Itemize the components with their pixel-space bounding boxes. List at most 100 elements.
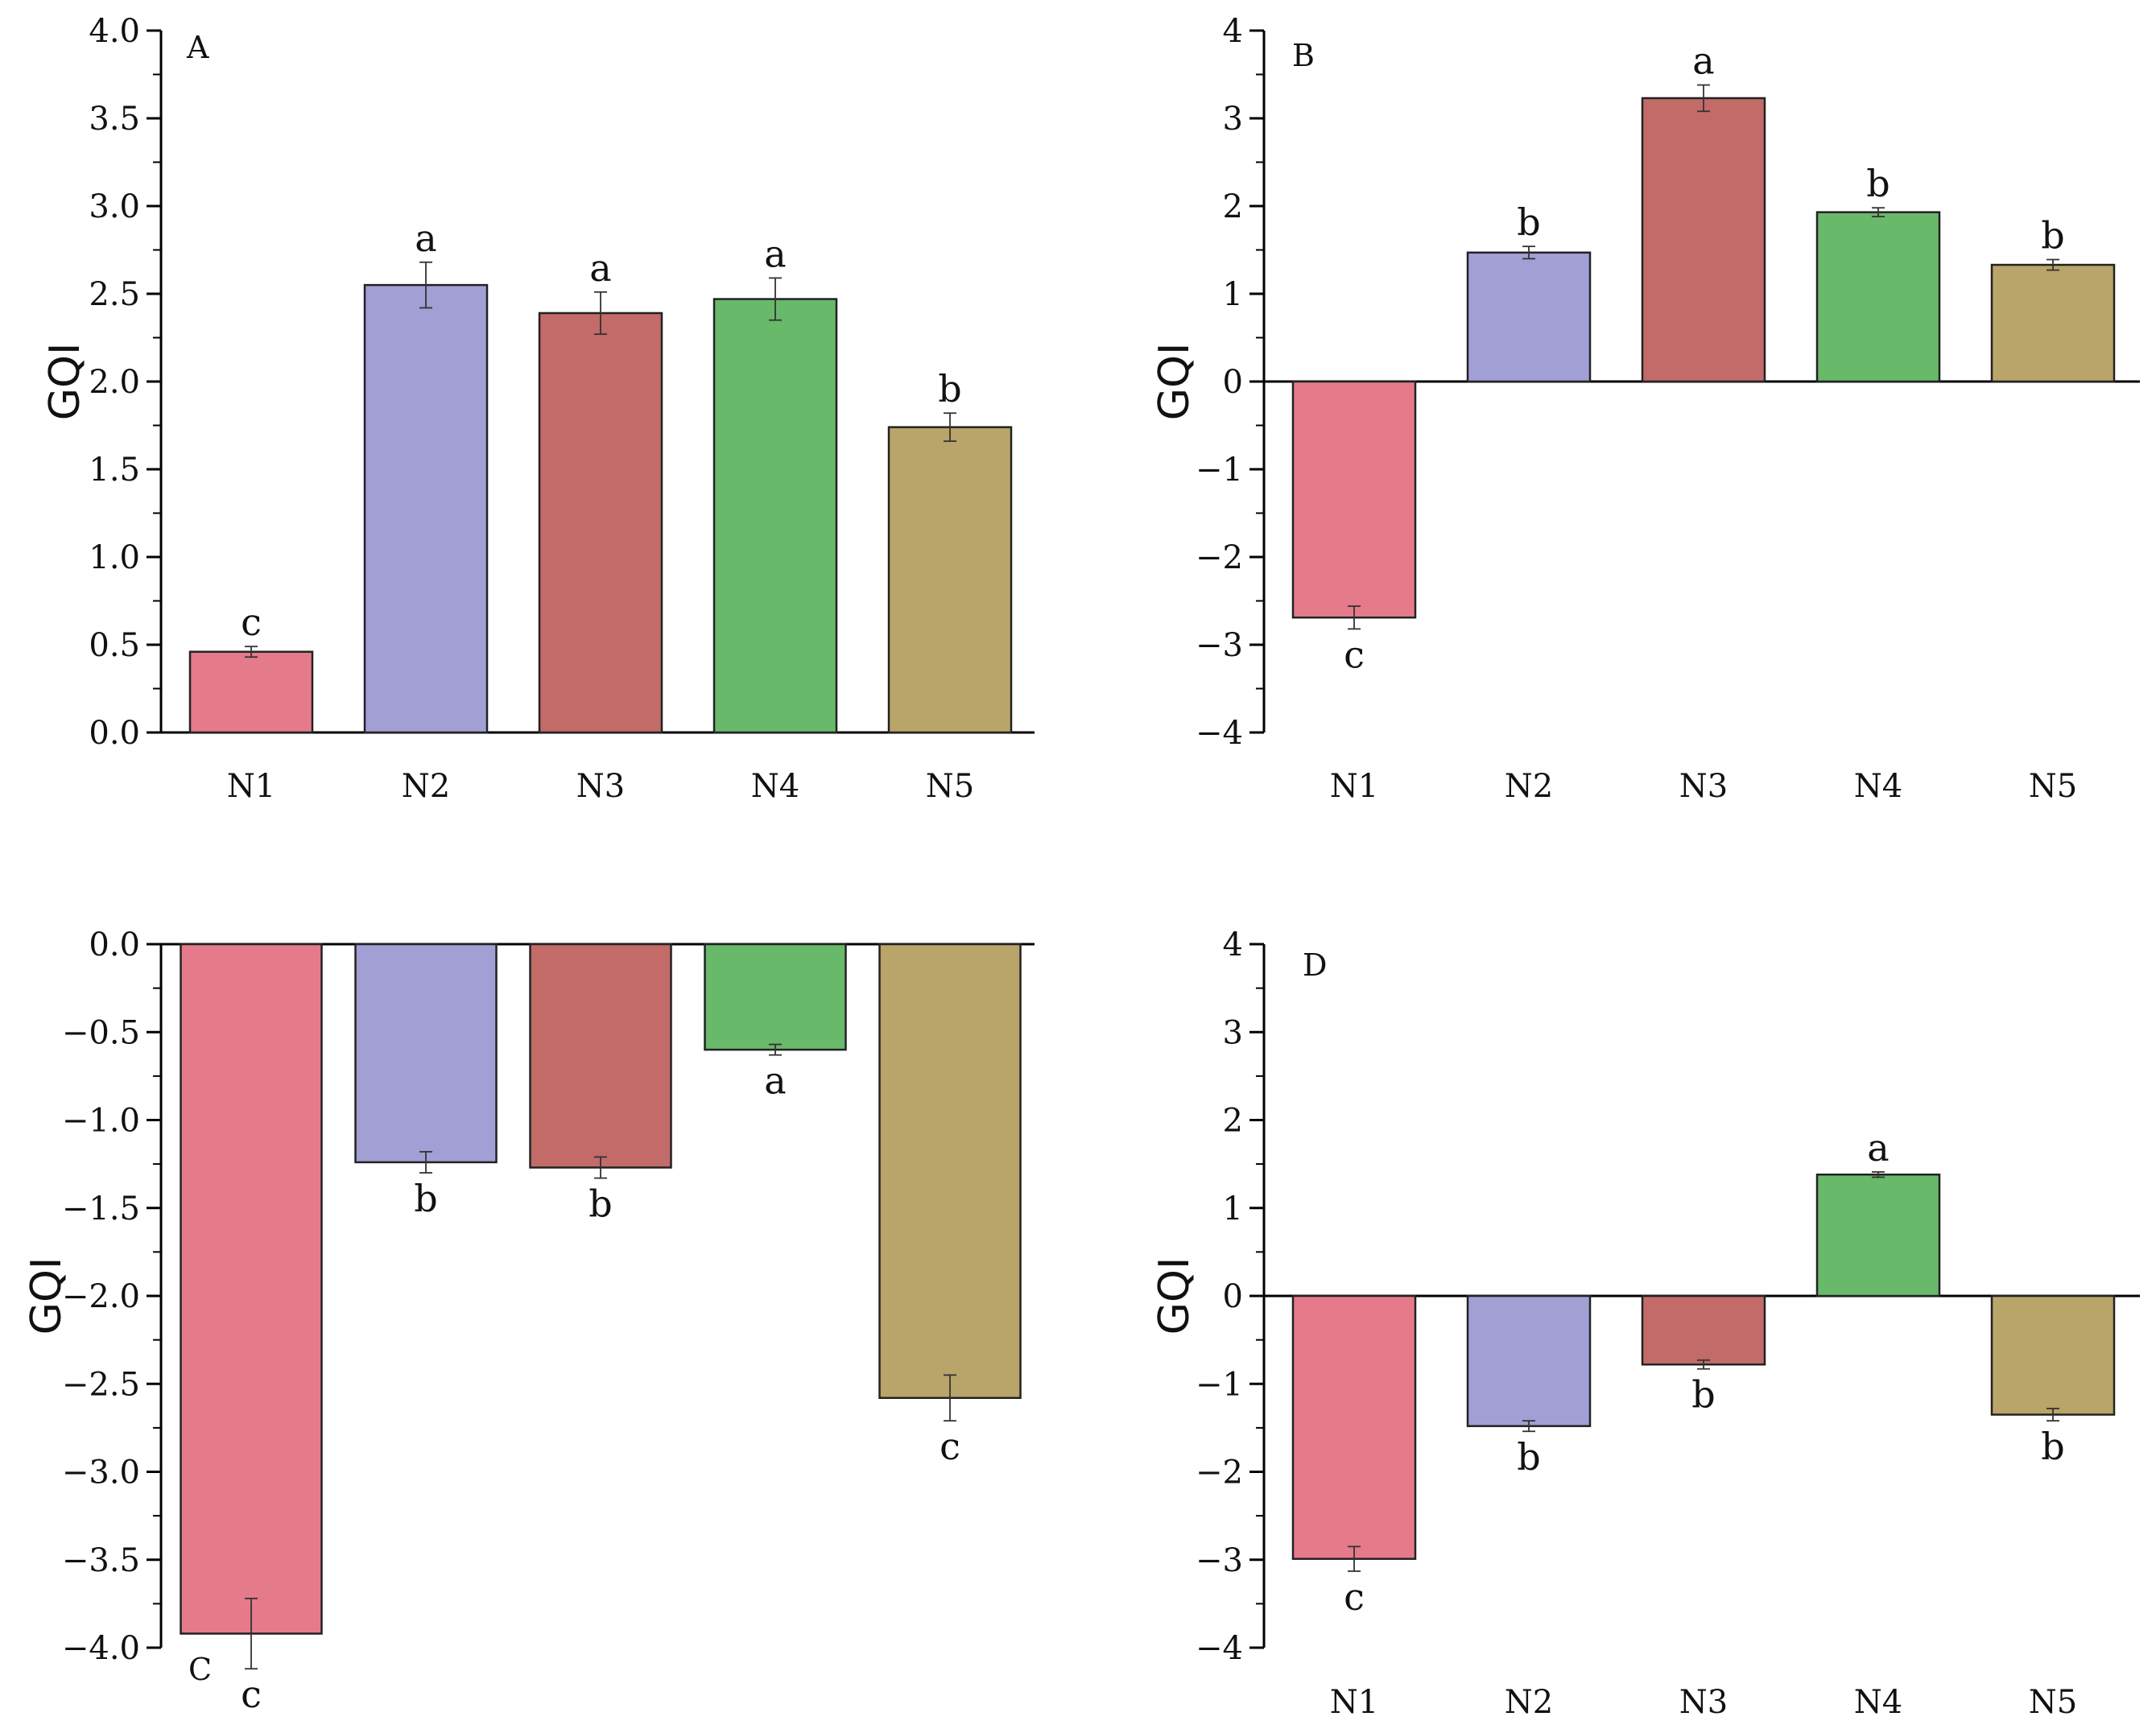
panel-a-x-tick-label-n3: N3 xyxy=(576,768,625,805)
panel-d-x-tick-label-n2: N2 xyxy=(1505,1684,1553,1721)
panel-c: −4.0 −3.5 −3.0 −2.5 −2.0 −1.5 −1.0 −0.5 0.0 GQI Cc… xyxy=(23,926,1035,1716)
panel-d-y-tick-label: 2 xyxy=(1223,1103,1243,1140)
panel-b-bar-n5 xyxy=(1990,263,2116,383)
panel-a-y-tick-label: 4.0 xyxy=(89,13,140,50)
panel-b-significance-n3: a xyxy=(1692,39,1714,83)
panel-a-significance-n4: a xyxy=(764,232,786,275)
panel-b-bar-n3 xyxy=(1641,97,1766,383)
panel-b-x-tick-label-n3: N3 xyxy=(1679,768,1728,805)
panel-c-y-tick-label: −3.5 xyxy=(62,1542,140,1579)
panel-c-y-tick-label: −2.5 xyxy=(62,1366,140,1403)
panel-d-bar-n5 xyxy=(1990,1294,2116,1416)
panel-c-y-tick-label: −4.0 xyxy=(62,1630,140,1667)
panel-d-significance-n4: a xyxy=(1867,1126,1889,1170)
panel-a-significance-n2: a xyxy=(415,217,436,260)
panel-b-y-tick-label: 4 xyxy=(1223,13,1243,50)
panel-a: 0.0 0.5 1.0 1.5 2.0 2.5 3.0 3.5 4.0 GQI Ac N1 a N2 a N3… xyxy=(41,13,1035,805)
panel-d-significance-n1: c xyxy=(1344,1575,1365,1619)
panel-d-x-tick-label-n4: N4 xyxy=(1854,1684,1902,1721)
panel-a-x-tick-label-n2: N2 xyxy=(402,768,450,805)
panel-c-bar-n3 xyxy=(529,943,672,1169)
panel-b-y-tick-label: −3 xyxy=(1196,627,1243,664)
panel-d-y-tick-label: 0 xyxy=(1223,1278,1243,1315)
panel-a-significance-n3: a xyxy=(589,246,611,290)
panel-a-y-tick-label: 0.0 xyxy=(89,715,140,752)
panel-c-significance-n5: c xyxy=(940,1425,960,1468)
panel-d-y-tick-label: 4 xyxy=(1223,926,1243,963)
panel-d-y-tick-label: 1 xyxy=(1223,1190,1243,1228)
panel-b-y-tick-label: 3 xyxy=(1223,101,1243,138)
panel-c-y-tick-label: −3.0 xyxy=(62,1454,140,1492)
panel-b-y-tick-label: −2 xyxy=(1196,539,1243,576)
panel-a-x-tick-label-n5: N5 xyxy=(926,768,974,805)
panel-b-y-axis-label: GQI xyxy=(1150,343,1199,421)
panel-c-y-tick-label: −2.0 xyxy=(62,1278,140,1315)
panel-d: −4 −3 −2 −1 0 1 2 3 4 GQI Dc N1 b N2 b N3 a N4 b N5 xyxy=(1150,926,2140,1721)
panel-a-bar-n3 xyxy=(538,312,663,734)
panel-a-letter: A xyxy=(186,30,209,65)
panel-a-y-tick-label: 3.5 xyxy=(89,101,140,138)
panel-a-y-axis-label: GQI xyxy=(41,343,89,421)
panel-b-significance-n5: b xyxy=(2041,213,2064,257)
panel-d-y-tick-label: −4 xyxy=(1196,1630,1243,1667)
panel-a-bar-n2 xyxy=(363,283,489,734)
panel-a-y-tick-label: 1.5 xyxy=(89,452,140,489)
panel-b-bar-n2 xyxy=(1466,251,1592,383)
panel-b-bar-n4 xyxy=(1815,211,1941,383)
panel-c-y-tick-label: −1.5 xyxy=(62,1190,140,1228)
panel-b: −4 −3 −2 −1 0 1 2 3 4 GQI Bc N1 b N2 a N3 b N4 b N5 xyxy=(1150,13,2140,805)
panel-b-x-tick-label-n1: N1 xyxy=(1330,768,1378,805)
panel-d-significance-n3: b xyxy=(1691,1373,1715,1417)
panel-b-significance-n4: b xyxy=(1866,162,1890,205)
panel-d-bar-n2 xyxy=(1466,1294,1592,1427)
panel-c-y-tick-label: 0.0 xyxy=(89,926,140,963)
panel-c-significance-n3: b xyxy=(589,1182,612,1226)
panel-a-x-tick-label-n1: N1 xyxy=(227,768,275,805)
panel-d-y-axis-label: GQI xyxy=(1150,1257,1199,1335)
panel-b-y-tick-label: 1 xyxy=(1223,276,1243,313)
panel-d-letter: D xyxy=(1303,947,1327,983)
panel-b-bar-n1 xyxy=(1291,380,1417,619)
panel-d-bar-n3 xyxy=(1641,1294,1766,1366)
panel-c-bar-n1 xyxy=(180,943,323,1635)
panel-d-y-tick-label: 3 xyxy=(1223,1014,1243,1051)
panel-c-bar-n2 xyxy=(354,943,498,1164)
panel-b-y-tick-label: −4 xyxy=(1196,715,1243,752)
panel-a-y-tick-label: 2.5 xyxy=(89,276,140,313)
panel-c-y-axis-label: GQI xyxy=(23,1257,71,1335)
panel-d-y-tick-label: −2 xyxy=(1196,1454,1243,1492)
panel-b-y-tick-label: 2 xyxy=(1223,188,1243,225)
panel-a-significance-n1: c xyxy=(241,600,262,644)
panel-b-significance-n2: b xyxy=(1517,200,1540,244)
panel-b-y-tick-label: −1 xyxy=(1196,452,1243,489)
panel-a-y-tick-label: 0.5 xyxy=(89,627,140,664)
panel-c-bar-n5 xyxy=(878,943,1022,1399)
panel-b-significance-n1: c xyxy=(1344,633,1365,676)
panel-a-x-tick-label-n4: N4 xyxy=(751,768,799,805)
panel-a-y-tick-label: 1.0 xyxy=(89,539,140,576)
panel-a-y-tick-label: 3.0 xyxy=(89,188,140,225)
panel-d-x-tick-label-n5: N5 xyxy=(2029,1684,2077,1721)
panel-c-y-tick-label: −0.5 xyxy=(62,1014,140,1051)
panel-c-significance-n2: b xyxy=(414,1177,437,1220)
panel-a-bar-n5 xyxy=(887,426,1013,734)
panel-d-bar-n1 xyxy=(1291,1294,1417,1560)
panel-b-x-tick-label-n4: N4 xyxy=(1854,768,1902,805)
panel-c-letter: C xyxy=(188,1652,212,1687)
panel-d-x-tick-label-n3: N3 xyxy=(1679,1684,1728,1721)
panel-d-significance-n5: b xyxy=(2041,1425,2064,1468)
panel-c-significance-n1: c xyxy=(241,1673,262,1716)
panel-a-bar-n4 xyxy=(712,298,838,734)
panel-b-letter: B xyxy=(1292,38,1315,73)
panel-b-x-tick-label-n2: N2 xyxy=(1505,768,1553,805)
panel-d-bar-n4 xyxy=(1815,1173,1941,1298)
panel-a-bar-n1 xyxy=(188,650,314,734)
panel-d-x-tick-label-n1: N1 xyxy=(1330,1684,1378,1721)
panel-c-y-tick-label: −1.0 xyxy=(62,1103,140,1140)
panel-d-significance-n2: b xyxy=(1517,1435,1540,1479)
panel-c-bar-n4 xyxy=(704,943,847,1051)
panel-a-y-tick-label: 2.0 xyxy=(89,364,140,401)
panel-d-y-tick-label: −3 xyxy=(1196,1542,1243,1579)
panel-b-y-tick-label: 0 xyxy=(1223,364,1243,401)
